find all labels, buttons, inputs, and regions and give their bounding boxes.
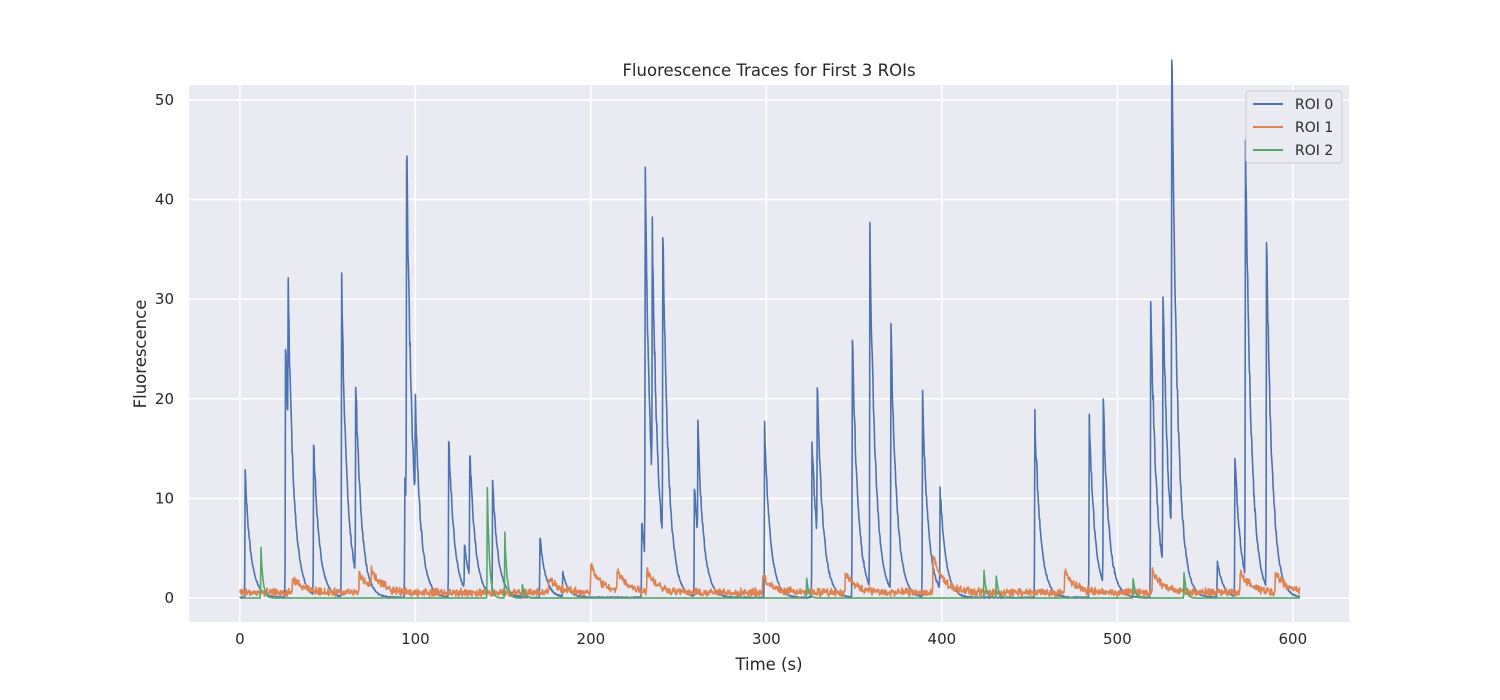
legend-item-roi-1[interactable]: ROI 1 bbox=[1253, 120, 1333, 136]
series-line-roi-1 bbox=[239, 555, 1301, 598]
x-tick-label: 600 bbox=[1279, 630, 1308, 648]
x-axis-label: Time (s) bbox=[734, 655, 802, 674]
legend-label: ROI 0 bbox=[1295, 97, 1333, 113]
series-lines bbox=[239, 59, 1301, 599]
y-tick-label: 30 bbox=[155, 290, 174, 308]
x-tick-label: 0 bbox=[235, 630, 245, 648]
x-tick-label: 200 bbox=[577, 630, 606, 648]
legend-item-roi-2[interactable]: ROI 2 bbox=[1253, 143, 1333, 159]
y-tick-label: 0 bbox=[164, 589, 174, 607]
plot-background bbox=[189, 85, 1349, 622]
y-tick-label: 50 bbox=[155, 91, 174, 109]
series-line-roi-2 bbox=[239, 486, 1301, 599]
chart-title: Fluorescence Traces for First 3 ROIs bbox=[622, 61, 915, 80]
x-tick-label: 400 bbox=[928, 630, 957, 648]
tick-labels: 0 100 200 300 400 500 600 0 10 20 30 40 50 bbox=[155, 91, 1307, 648]
legend-label: ROI 1 bbox=[1295, 120, 1333, 136]
legend-label: ROI 2 bbox=[1295, 143, 1333, 159]
x-tick-label: 500 bbox=[1103, 630, 1132, 648]
y-tick-label: 40 bbox=[155, 191, 174, 209]
legend-item-roi-0[interactable]: ROI 0 bbox=[1253, 97, 1333, 113]
y-axis-label: Fluorescence bbox=[131, 300, 150, 409]
y-tick-label: 10 bbox=[155, 489, 174, 507]
legend-box bbox=[1245, 90, 1343, 164]
x-tick-label: 300 bbox=[752, 630, 781, 648]
y-tick-label: 20 bbox=[155, 390, 174, 408]
x-tick-label: 100 bbox=[401, 630, 430, 648]
legend[interactable]: ROI 0 ROI 1 ROI 2 bbox=[1245, 90, 1343, 164]
